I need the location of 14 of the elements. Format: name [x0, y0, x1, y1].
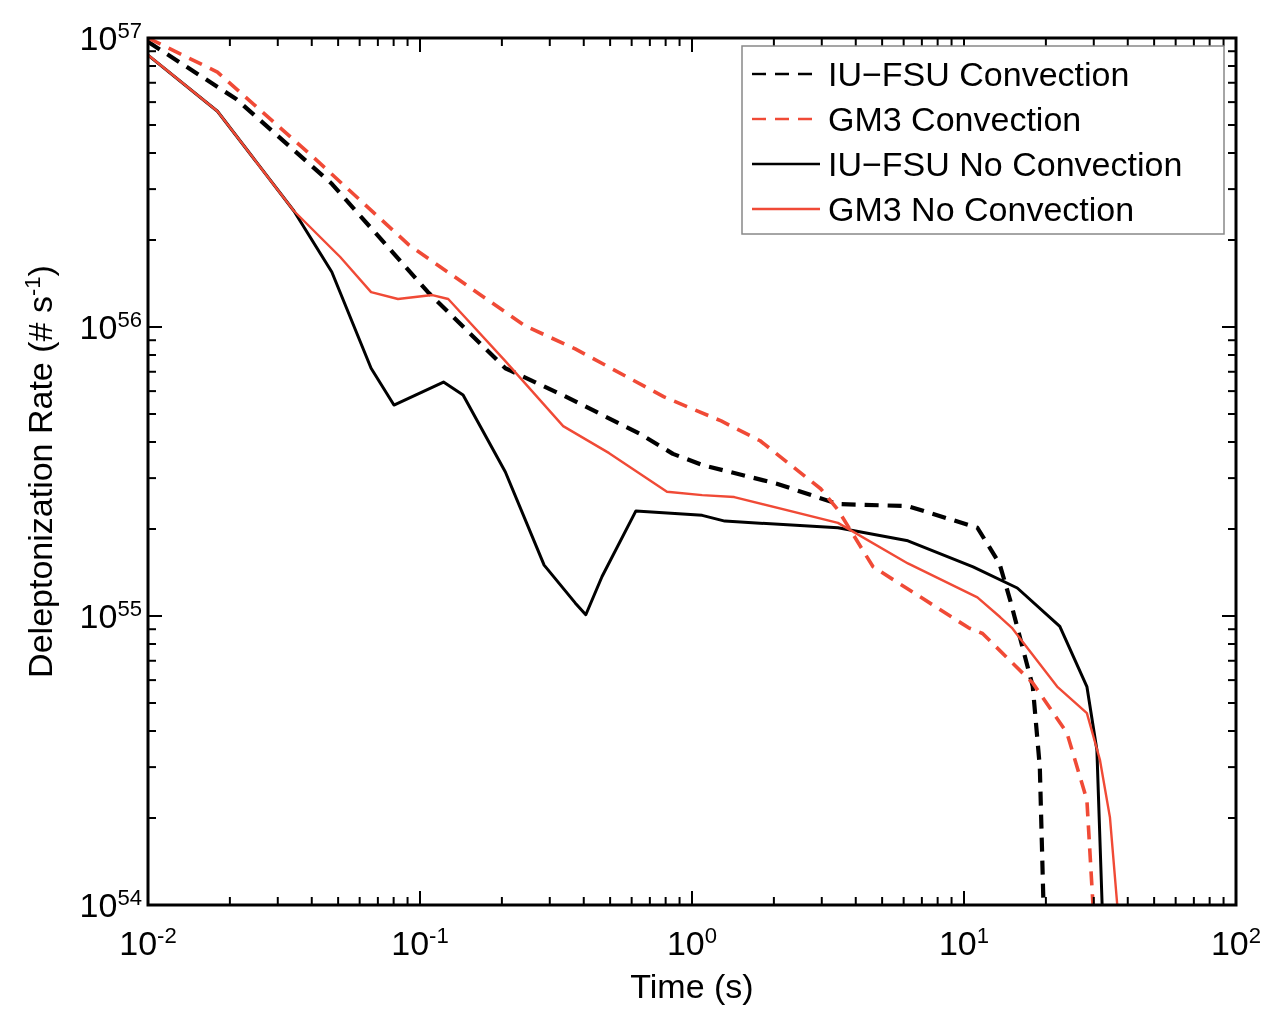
x-axis-title: Time (s) — [630, 967, 754, 1005]
y-tick-label: 10$^{57}$ — [79, 17, 142, 57]
legend-label: IU−FSU No Convection — [828, 145, 1183, 183]
legend-label: GM3 No Convection — [828, 190, 1135, 228]
legend-label: GM3 Convection — [828, 100, 1082, 138]
y-tick-label: 10$^{54}$ — [79, 884, 142, 924]
x-tick-label: 10$^{-2}$ — [119, 922, 177, 962]
x-tick-label: 10$^{2}$ — [1210, 922, 1262, 962]
x-tick-label: 10$^{0}$ — [666, 922, 718, 962]
legend-label: IU−FSU Convection — [828, 55, 1130, 93]
y-tick-label: 10$^{56}$ — [79, 306, 142, 346]
y-tick-label: 10$^{55}$ — [79, 595, 142, 635]
x-tick-label: 10$^{1}$ — [938, 922, 990, 962]
x-tick-label: 10$^{-1}$ — [391, 922, 449, 962]
